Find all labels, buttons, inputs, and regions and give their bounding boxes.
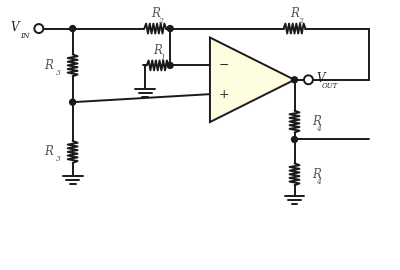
Text: 4: 4 bbox=[316, 125, 320, 133]
Text: R: R bbox=[312, 115, 321, 128]
Circle shape bbox=[292, 137, 298, 143]
Text: R: R bbox=[151, 7, 160, 20]
Text: R: R bbox=[153, 44, 162, 57]
Text: 1: 1 bbox=[161, 54, 166, 62]
Text: R: R bbox=[312, 168, 321, 181]
Text: R: R bbox=[44, 146, 53, 158]
Text: V: V bbox=[11, 21, 19, 34]
Circle shape bbox=[70, 26, 76, 32]
Text: 4: 4 bbox=[316, 178, 320, 186]
Circle shape bbox=[292, 77, 298, 83]
Circle shape bbox=[34, 24, 43, 33]
Text: R: R bbox=[290, 7, 299, 20]
Text: R: R bbox=[44, 59, 53, 72]
Text: 3: 3 bbox=[56, 156, 61, 163]
Text: V: V bbox=[316, 72, 325, 85]
Text: 3: 3 bbox=[56, 69, 61, 77]
Circle shape bbox=[70, 99, 76, 105]
Circle shape bbox=[167, 26, 173, 32]
Text: OUT: OUT bbox=[322, 82, 338, 90]
Circle shape bbox=[167, 62, 173, 68]
Text: 2: 2 bbox=[158, 17, 163, 25]
Polygon shape bbox=[210, 38, 294, 122]
Text: +: + bbox=[218, 88, 229, 101]
Circle shape bbox=[304, 75, 313, 84]
Text: IN: IN bbox=[20, 32, 30, 39]
Text: 2: 2 bbox=[298, 17, 302, 25]
Text: −: − bbox=[219, 59, 229, 72]
